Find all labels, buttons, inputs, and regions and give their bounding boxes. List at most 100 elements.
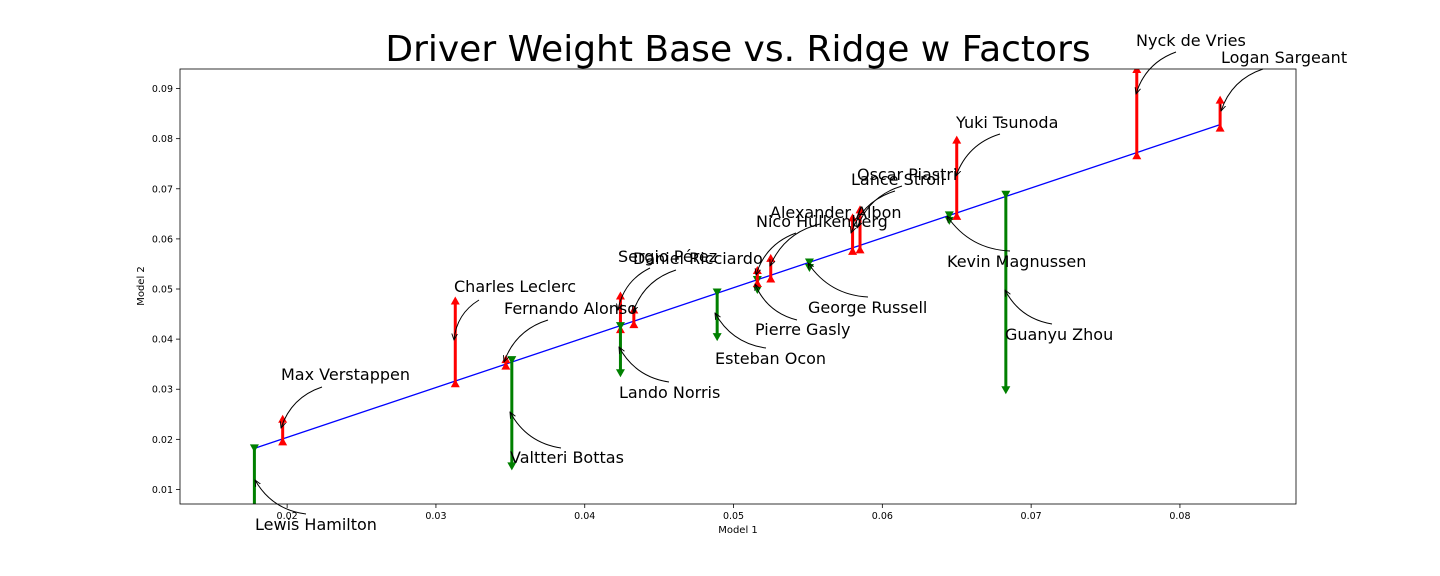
driver-annotations: Lewis Hamilton Max Verstappen Charles Lecl… [255,31,1347,534]
annotation-pierre-gasly: Pierre Gasly [755,284,851,339]
driver-label: Charles Leclerc [454,277,576,296]
annotation-charles-leclerc: Charles Leclerc [454,277,576,340]
adjusted-marker [1001,386,1011,395]
driver-label: Oscar Piastri [857,165,957,184]
y-tick-label: 0.09 [152,84,173,95]
adjusted-marker [615,369,625,378]
driver-label: Lewis Hamilton [255,515,377,534]
base-marker [450,379,460,388]
driver-label: Esteban Ocon [715,349,826,368]
adjusted-marker [1215,95,1225,104]
x-tick-label: 0.04 [574,511,595,522]
annotation-guanyu-zhou: Guanyu Zhou [1005,290,1113,344]
annotation-arrow [947,216,1011,252]
x-tick-label: 0.07 [1021,511,1042,522]
driver-bar-lewis-hamilton [249,444,259,504]
annotation-arrow [756,232,797,275]
driver-label: Yuki Tsunoda [955,113,1058,132]
annotation-arrow [619,347,670,383]
y-axis: 0.01 0.02 0.03 0.04 0.05 0.06 0.07 0.08 0.09 [152,84,180,496]
annotation-arrow [755,284,798,321]
x-axis: 0.02 0.03 0.04 0.05 0.06 0.07 0.08 [277,504,1191,522]
annotation-arrow [770,223,821,266]
base-marker [848,246,858,255]
annotation-arrow [1221,68,1264,111]
driver-label: George Russell [808,298,927,317]
driver-label: Nyck de Vries [1136,31,1246,50]
annotation-lance-stroll: Lance Stroll [851,170,945,233]
driver-label: Alexander Albon [770,203,902,222]
driver-label: Sergio Pérez [618,247,717,266]
annotation-arrow [454,299,480,340]
driver-label: Kevin Magnussen [947,252,1086,271]
x-tick-label: 0.05 [723,511,744,522]
driver-label: Lando Norris [619,383,720,402]
x-axis-label: Model 1 [718,525,758,536]
adjusted-marker [712,333,722,342]
base-marker [712,288,722,297]
base-marker [249,444,259,453]
annotation-arrow [1136,51,1177,94]
driver-label: Lance Stroll [851,170,945,189]
annotation-arrow [1005,290,1053,325]
y-tick-label: 0.08 [152,134,173,145]
driver-label: Guanyu Zhou [1005,325,1113,344]
driver-label: Fernando Alonso [504,299,637,318]
annotation-lando-norris: Lando Norris [619,347,720,402]
annotation-max-verstappen: Max Verstappen [281,365,410,428]
adjusted-marker [848,213,858,222]
base-marker [1215,123,1225,132]
base-marker [1001,190,1011,199]
annotation-arrow [281,386,323,428]
chart-title: Driver Weight Base vs. Ridge w Factors [385,29,1090,70]
y-tick-label: 0.03 [152,385,173,396]
plot-frame [179,68,1297,505]
annotation-arrow [956,133,1001,176]
x-tick-label: 0.08 [1169,511,1190,522]
y-tick-label: 0.05 [152,285,173,296]
annotation-oscar-piastri: Oscar Piastri [857,165,957,228]
annotation-fernando-alonso: Fernando Alonso [504,299,637,362]
annotation-nyck-de-vries: Nyck de Vries [1136,31,1246,94]
adjusted-marker [615,291,625,300]
adjusted-marker [507,462,517,471]
y-tick-label: 0.06 [152,234,173,245]
y-tick-label: 0.02 [152,435,173,446]
base-marker [1132,151,1142,160]
driver-bar-charles-leclerc [450,296,460,388]
x-tick-label: 0.02 [277,511,298,522]
annotation-arrow [808,263,869,298]
annotation-valtteri-bottas: Valtteri Bottas [510,412,624,467]
base-marker [501,361,511,370]
annotation-arrow [618,267,651,310]
base-marker [855,245,865,254]
annotation-arrow [255,480,307,515]
annotation-logan-sargeant: Logan Sargeant [1221,48,1347,111]
y-tick-label: 0.04 [152,335,173,346]
driver-bar-yuki-tsunoda [952,135,962,220]
annotation-arrow [851,190,896,233]
y-axis-label: Model 2 [136,266,147,306]
annotation-daniel-ricciardo: Daniel Ricciardo [633,249,763,312]
annotation-lewis-hamilton: Lewis Hamilton [255,480,377,534]
adjusted-marker [450,296,460,305]
fit-line [254,124,1221,449]
annotation-arrow [633,269,677,312]
y-tick-label: 0.07 [152,184,173,195]
annotation-sergio-perez: Sergio Pérez [618,247,717,310]
adjusted-marker [855,205,865,214]
driver-label: Valtteri Bottas [510,448,624,467]
driver-label: Daniel Ricciardo [633,249,763,268]
base-marker [615,322,625,331]
x-tick-label: 0.03 [425,511,446,522]
base-marker [507,356,517,365]
adjusted-marker [1132,69,1142,73]
base-marker [952,211,962,220]
annotation-yuki-tsunoda: Yuki Tsunoda [955,113,1058,176]
adjusted-marker [278,414,288,423]
x-tick-label: 0.06 [872,511,893,522]
driver-label: Logan Sargeant [1221,48,1347,67]
annotation-arrow [504,319,549,362]
base-marker [766,274,776,283]
